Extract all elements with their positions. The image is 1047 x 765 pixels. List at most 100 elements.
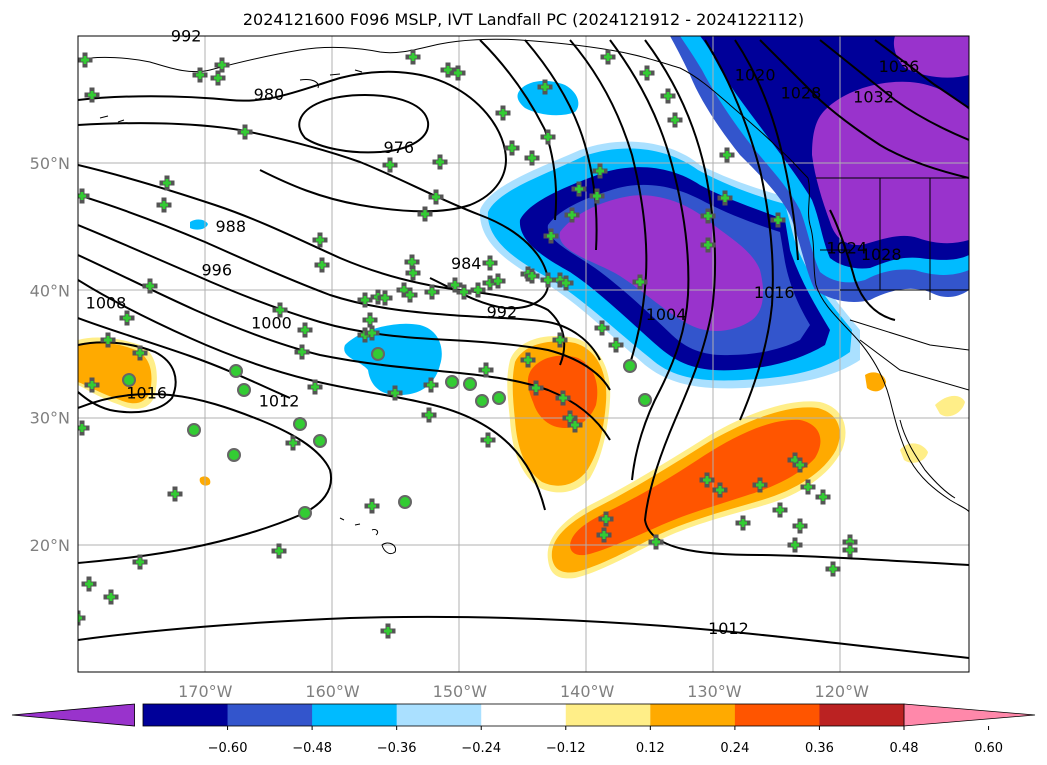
figure-title: 2024121600 F096 MSLP, IVT Landfall PC (2… [242,10,805,29]
station-plus-marker-fill [474,286,482,294]
station-plus-marker-fill [88,381,96,389]
contour-label: 996 [201,260,232,279]
positive-anomaly-area [865,372,886,392]
longitude-tick-label: 170°W [178,682,233,701]
longitude-tick-label: 150°W [433,682,488,701]
station-plus-marker-fill [316,236,324,244]
station-plus-marker-fill [406,291,414,299]
station-plus-marker-fill [368,502,376,510]
station-plus-marker-fill [598,324,606,332]
colorbar-tick-label: 0.24 [720,741,749,756]
station-plus-marker-fill [482,366,490,374]
station-circle-marker [638,393,652,407]
longitude-tick-label: 120°W [815,682,870,701]
isobar-1016-west [78,341,177,414]
station-plus-marker-fill [776,506,784,514]
colorbar-frame [142,703,905,727]
negative-anomaly-area [559,195,764,332]
station-plus-marker-fill [381,294,389,302]
station-plus-marker-fill [575,185,583,193]
contour-label: 992 [487,302,518,321]
station-circle-marker [445,375,459,389]
station-plus-marker-fill [214,74,222,82]
station-plus-marker-fill [454,69,462,77]
station-plus-marker-fill [384,627,392,635]
positive-anomaly-area [78,342,152,404]
ivt-shading-layer [78,36,969,579]
station-plus-marker-fill [432,193,440,201]
isobar-1000 [78,254,611,441]
station-plus-marker-fill [547,232,555,240]
station-plus-marker-fill [486,259,494,267]
station-plus-marker-fill [107,593,115,601]
colorbar-tick-label: −0.24 [461,741,501,756]
station-plus-marker-fill [528,272,536,280]
station-plus-marker-fill [484,436,492,444]
station-plus-marker-fill [241,128,249,136]
colorbar-max-arrow [903,703,1036,727]
contour-label: 1016 [126,384,167,403]
aleutian-islands [99,69,363,123]
station-plus-marker-fill [704,241,712,249]
station-plus-marker-fill [704,212,712,220]
station-plus-marker-fill [391,389,399,397]
station-plus-marker-fill [408,258,416,266]
station-plus-marker-fill [386,161,394,169]
colorbar-min-arrow [11,703,135,727]
contour-label: 1020 [735,66,776,85]
station-circle-marker [122,373,136,387]
contour-label: 1012 [708,619,749,638]
station-plus-marker-fill [756,481,764,489]
contour-label: 1036 [879,57,920,76]
station-plus-marker-fill [171,490,179,498]
station-plus-marker-fill [716,486,724,494]
station-plus-marker-fill [88,91,96,99]
station-plus-marker-fill [508,144,516,152]
negative-anomaly-area [344,323,442,396]
station-plus-marker-fill [146,282,154,290]
longitude-tick-labels: 170°W 160°W 150°W 140°W 130°W 120°W [178,682,869,701]
station-plus-marker-fill [123,314,131,322]
colorbar-tick-labels: −0.60 −0.48 −0.36 −0.24 −0.12 0.12 0.24 0.36 0.4… [208,726,1003,756]
station-circle-marker [313,434,327,448]
colorbar-tick-label: 0.36 [805,741,834,756]
latitude-tick-labels: 50°N 40°N 30°N 20°N [30,154,70,555]
isobar-1036 [874,39,969,109]
station-plus-marker-fill [593,192,601,200]
contour-label: 980 [254,85,285,104]
station-plus-marker-fill [436,158,444,166]
gridlines [78,36,969,672]
isobar-996 [78,224,611,391]
station-plus-marker-fill [81,56,89,64]
station-circle-marker [623,359,637,373]
station-plus-marker-fill [544,276,552,284]
isobar-980 [78,70,507,213]
isobar-976 [298,93,430,154]
station-markers [78,49,858,639]
colorbar-tick-label: −0.48 [292,741,332,756]
station-plus-marker-fill [602,515,610,523]
station-plus-marker-fill [427,381,435,389]
station-plus-marker-fill [796,461,804,469]
us-state-borders [816,177,969,391]
baja-coastline [899,419,956,499]
station-plus-marker-fill [721,194,729,202]
station-plus-marker-fill [451,281,459,289]
isobar-1004 [78,279,546,511]
station-plus-marker-fill [409,269,417,277]
contour-label: 976 [383,138,414,157]
station-plus-marker-fill [846,546,854,554]
station-plus-marker-fill [425,411,433,419]
isobar-ns-3 [569,39,648,371]
colorbar-segment [734,704,820,726]
contour-label: 988 [215,217,246,236]
latitude-tick-label: 20°N [30,536,70,555]
isobar-ns-5 [643,39,969,566]
station-plus-marker-fill [829,565,837,573]
latitude-tick-label: 30°N [30,409,70,428]
colorbar-segment [819,704,905,726]
station-plus-marker-fill [703,476,711,484]
station-plus-marker-fill [163,179,171,187]
station-plus-marker-fill [136,349,144,357]
